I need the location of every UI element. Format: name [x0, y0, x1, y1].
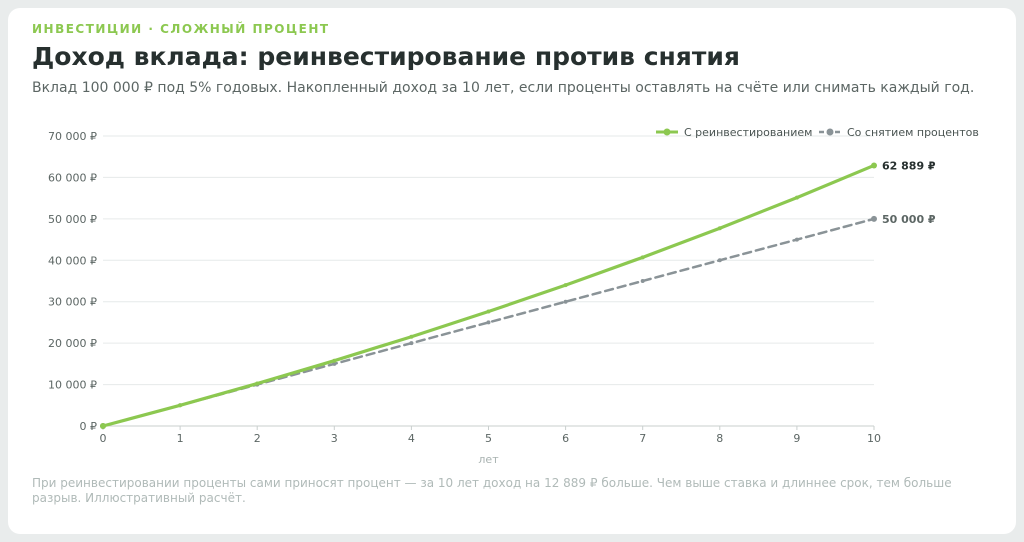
data-point	[717, 258, 722, 263]
data-point	[100, 423, 106, 429]
data-point	[717, 226, 722, 231]
data-point	[871, 162, 877, 169]
series-line-0	[101, 163, 876, 428]
data-point	[640, 255, 645, 260]
y-tick-label: 20 000 ₽	[48, 337, 97, 350]
data-point	[332, 361, 337, 366]
data-point	[255, 381, 260, 386]
x-tick-label: 0	[100, 432, 107, 445]
data-point	[486, 309, 491, 314]
data-point	[563, 299, 568, 304]
x-tick-label: 10	[867, 432, 881, 445]
legend-label: С реинвестированием	[684, 126, 812, 139]
y-tick-label: 70 000 ₽	[48, 130, 97, 143]
x-tick-label: 4	[408, 432, 415, 445]
series-end-label: 62 889 ₽	[882, 159, 936, 172]
data-point	[409, 334, 414, 339]
data-point	[794, 237, 799, 242]
chart-subtitle: Вклад 100 000 ₽ под 5% годовых. Накоплен…	[32, 80, 975, 96]
x-tick-label: 3	[331, 432, 338, 445]
y-tick-label: 40 000 ₽	[48, 254, 97, 267]
data-point	[640, 279, 645, 283]
legend-swatch-marker	[826, 128, 834, 136]
x-tick-label: 7	[639, 432, 646, 445]
x-tick-label: 2	[254, 432, 261, 445]
data-point	[486, 320, 491, 325]
legend-label: Со снятием процентов	[847, 126, 979, 139]
x-tick-label: 6	[562, 432, 569, 445]
legend-swatch-marker	[663, 128, 671, 136]
data-point	[563, 283, 568, 288]
data-point	[409, 341, 414, 346]
y-tick-label: 60 000 ₽	[48, 171, 97, 184]
y-tick-label: 0 ₽	[80, 420, 98, 433]
data-point	[871, 215, 877, 222]
footnote: При реинвестировании проценты сами прино…	[32, 476, 952, 505]
y-tick-label: 50 000 ₽	[48, 213, 97, 226]
data-point	[332, 358, 337, 363]
chart-card	[8, 8, 1016, 534]
eyebrow-label: ИНВЕСТИЦИИ · СЛОЖНЫЙ ПРОЦЕНТ	[32, 22, 330, 36]
chart-title: Доход вклада: реинвестирование против сн…	[32, 42, 740, 71]
x-tick-label: 1	[177, 432, 184, 445]
y-tick-label: 10 000 ₽	[48, 379, 97, 392]
data-point	[178, 403, 183, 408]
x-tick-label: 8	[716, 432, 723, 445]
x-axis-title: лет	[478, 453, 499, 466]
data-point	[794, 195, 799, 200]
series-end-label: 50 000 ₽	[882, 213, 936, 226]
x-tick-label: 9	[793, 432, 800, 445]
y-tick-label: 30 000 ₽	[48, 296, 97, 309]
x-tick-label: 5	[485, 432, 492, 445]
